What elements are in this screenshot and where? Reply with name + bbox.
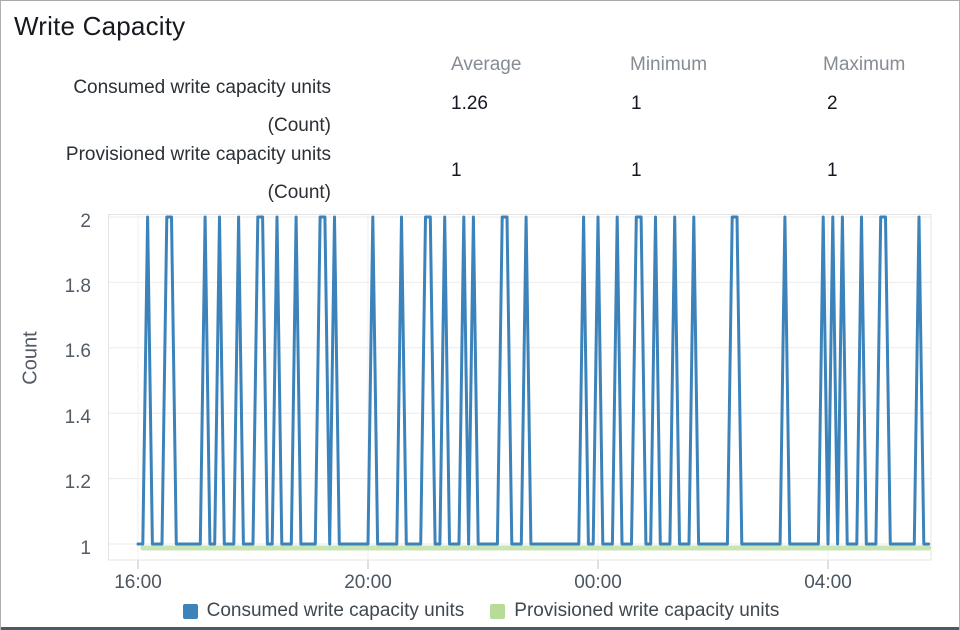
y-tick-label: 1.8 bbox=[64, 276, 91, 297]
stat-value-consumed-maximum: 2 bbox=[827, 93, 838, 114]
chart-legend: Consumed write capacity units Provisione… bbox=[1, 600, 960, 622]
x-tick-label: 00:00 bbox=[574, 572, 622, 593]
stat-value-provisioned-minimum: 1 bbox=[631, 160, 642, 181]
stat-value-consumed-minimum: 1 bbox=[631, 93, 642, 114]
y-tick-label: 1.4 bbox=[64, 407, 91, 428]
x-tick-label: 20:00 bbox=[344, 572, 392, 593]
x-tick-label: 04:00 bbox=[804, 572, 852, 593]
panel-title: Write Capacity bbox=[14, 11, 186, 41]
provisioned-series-swatch-icon bbox=[490, 603, 506, 619]
panel-bottom-border bbox=[1, 627, 959, 630]
legend-label-provisioned: Provisioned write capacity units bbox=[514, 600, 780, 621]
stat-value-consumed-average: 1.26 bbox=[451, 93, 488, 114]
plot-area-svg[interactable] bbox=[108, 214, 932, 574]
legend-item-consumed[interactable]: Consumed write capacity units bbox=[182, 600, 465, 622]
y-tick-label: 1 bbox=[80, 538, 91, 559]
stat-column-header-maximum: Maximum bbox=[823, 54, 906, 75]
y-tick-label: 1.2 bbox=[64, 472, 91, 493]
metric-unit-consumed: (Count) bbox=[267, 115, 331, 136]
metric-label-consumed: Consumed write capacity units bbox=[73, 77, 331, 98]
x-tick-label: 16:00 bbox=[114, 572, 162, 593]
y-tick-label: 2 bbox=[80, 211, 91, 232]
stat-column-header-minimum: Minimum bbox=[630, 54, 708, 75]
stat-value-provisioned-maximum: 1 bbox=[827, 160, 838, 181]
consumed-series-swatch-icon bbox=[182, 603, 198, 619]
stat-value-provisioned-average: 1 bbox=[451, 160, 462, 181]
legend-label-consumed: Consumed write capacity units bbox=[206, 600, 465, 621]
legend-item-provisioned[interactable]: Provisioned write capacity units bbox=[490, 600, 779, 622]
y-tick-label: 1.6 bbox=[64, 341, 91, 362]
stat-column-header-average: Average bbox=[451, 54, 522, 75]
metric-label-provisioned: Provisioned write capacity units bbox=[65, 144, 331, 165]
metric-unit-provisioned: (Count) bbox=[267, 182, 331, 203]
